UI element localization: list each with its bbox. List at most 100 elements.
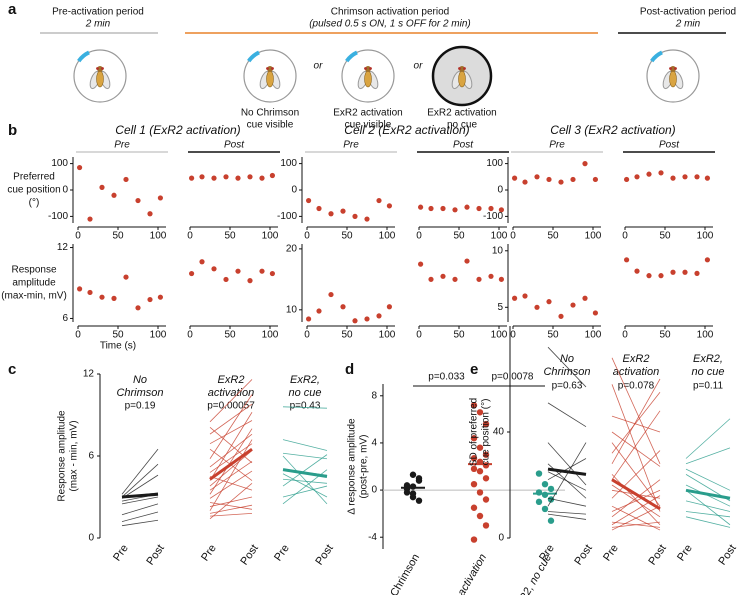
mean-line (121, 492, 159, 499)
point (316, 205, 322, 212)
fly-head (97, 66, 103, 72)
panel-label: d (345, 361, 354, 378)
y-tick-label: 12 (57, 242, 69, 253)
point (376, 197, 382, 204)
x-tick-label: 0 (75, 231, 81, 242)
point (328, 291, 334, 298)
pair-line (611, 357, 661, 464)
fly-head (670, 66, 676, 72)
x-tick-label: 0 (510, 330, 516, 341)
point (670, 269, 676, 275)
y-tick-label: 8 (371, 390, 377, 401)
group-label: no cue (691, 366, 724, 378)
point (316, 308, 322, 314)
pair-line (209, 426, 253, 464)
point (547, 517, 555, 524)
point (534, 304, 540, 310)
point (189, 175, 195, 181)
point (157, 294, 163, 300)
point (147, 296, 153, 303)
point (470, 504, 478, 511)
y-tick-label: 12 (83, 369, 95, 380)
x-tick-label: 50 (659, 330, 671, 341)
y-tick-label: 6 (88, 451, 94, 462)
point (476, 468, 484, 475)
condition-label: ExR2 activation (333, 108, 402, 119)
point (352, 213, 358, 219)
x-tick-label: Pre (675, 543, 695, 564)
point (488, 273, 494, 279)
point (247, 278, 253, 284)
pair-line (611, 489, 661, 512)
point (157, 195, 163, 201)
point (364, 316, 370, 322)
fly-body (669, 70, 677, 88)
period-title: Pre-activation period (52, 7, 144, 18)
series-label: Post (453, 140, 474, 151)
point (704, 175, 711, 181)
point (476, 205, 482, 212)
panel-label: a (8, 1, 17, 18)
y-axis-label: Response (11, 265, 56, 276)
group-label: ExR2, (290, 374, 320, 386)
point (199, 259, 205, 265)
fly-eye (369, 67, 372, 70)
group-label: Chrimson (543, 366, 590, 378)
pair-line (282, 473, 328, 498)
pair-line (611, 415, 661, 433)
cell-title: Cell 3 (ExR2 activation) (550, 123, 675, 137)
point (259, 175, 265, 181)
pair-line (547, 513, 587, 520)
pair-line (611, 384, 661, 512)
fly-eye (669, 67, 672, 70)
panel-label: b (8, 122, 17, 139)
x-tick-label: 50 (112, 231, 124, 242)
point (415, 497, 423, 504)
point (470, 455, 478, 462)
pair-line (547, 458, 587, 481)
x-tick-label: 50 (224, 231, 236, 242)
pair-line (209, 428, 253, 495)
x-tick-label: 50 (659, 231, 671, 242)
point (547, 485, 555, 493)
point (87, 289, 93, 296)
pair-line (685, 447, 731, 465)
point (582, 161, 588, 167)
point (476, 409, 484, 416)
p-value: p=0.11 (693, 381, 724, 392)
pair-line (121, 511, 159, 522)
visual-cue (650, 50, 663, 63)
y-axis-label: (max-min, mV) (1, 291, 67, 302)
point (592, 310, 599, 316)
point (624, 257, 630, 263)
pair-line (611, 505, 661, 531)
period-title: Post-activation period (640, 7, 736, 18)
x-tick-label: 50 (453, 330, 465, 341)
point (476, 512, 484, 520)
pair-line (282, 455, 328, 505)
point (340, 208, 346, 214)
pair-line (611, 431, 661, 467)
x-tick-label: 100 (697, 231, 714, 242)
point (428, 276, 434, 282)
group-label: Chrimson (116, 387, 163, 399)
point (535, 498, 543, 506)
x-tick-label: Pre (111, 543, 131, 564)
y-tick-label: 6 (62, 313, 68, 324)
series-label: Post (659, 140, 680, 151)
point (415, 477, 423, 484)
period-duration: 2 min (675, 19, 701, 30)
pair-line (209, 470, 253, 499)
point (259, 268, 265, 274)
point (704, 257, 711, 263)
mean-line (209, 447, 253, 481)
pair-line (547, 442, 587, 507)
x-tick-label: Post (716, 543, 737, 568)
x-tick-label: Pre (601, 543, 621, 564)
pair-line (209, 403, 253, 435)
y-tick-label: 10 (286, 304, 298, 315)
fly-head (365, 66, 371, 72)
mean-line (282, 468, 328, 478)
point (511, 295, 518, 301)
point (498, 276, 504, 282)
